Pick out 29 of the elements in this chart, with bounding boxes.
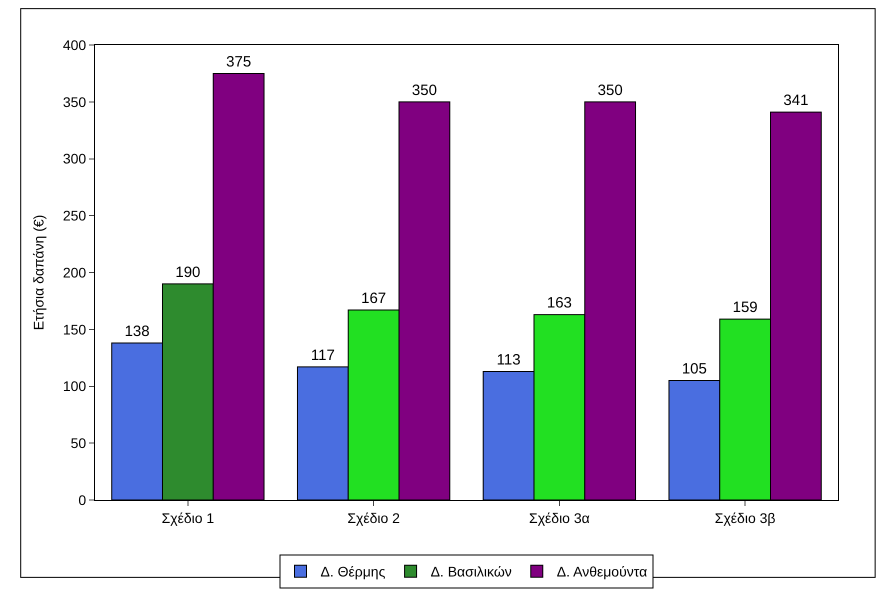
x-tick-label: Σχέδιο 2 (347, 510, 400, 526)
y-tick-label: 0 (78, 492, 86, 508)
y-tick-label: 150 (62, 321, 86, 338)
y-tick-label: 350 (62, 94, 86, 110)
y-tick-label: 300 (62, 150, 86, 167)
y-tick-label: 200 (62, 264, 86, 280)
y-tick-label: 250 (62, 208, 86, 224)
y-tick-label: 100 (62, 378, 86, 394)
data-label: 105 (682, 360, 707, 378)
data-label: 350 (412, 82, 437, 99)
x-tick-label: Σχέδιο 3β (714, 510, 776, 526)
data-label: 375 (226, 53, 252, 70)
y-axis-title: Ετήσια δαπάνη (€) (30, 214, 46, 330)
y-tick-label: 50 (70, 435, 86, 452)
y-tick-label: 400 (62, 36, 86, 53)
data-label: 159 (732, 299, 758, 316)
data-label: 167 (361, 290, 386, 308)
legend-label: Δ. Βασιλικών (430, 564, 512, 580)
x-tick-label: Σχέδιο 3α (529, 510, 590, 526)
x-tick-label: Σχέδιο 1 (162, 510, 214, 526)
data-label: 113 (496, 351, 521, 368)
data-label: 190 (175, 264, 200, 281)
data-label: 341 (783, 92, 808, 110)
data-label: 350 (598, 82, 623, 99)
data-label: 117 (310, 346, 335, 364)
data-label: 138 (124, 323, 150, 340)
legend-label: Δ. Ανθεμούντα (556, 564, 648, 580)
data-label: 163 (546, 294, 572, 312)
legend-label: Δ. Θέρμης (320, 564, 386, 580)
